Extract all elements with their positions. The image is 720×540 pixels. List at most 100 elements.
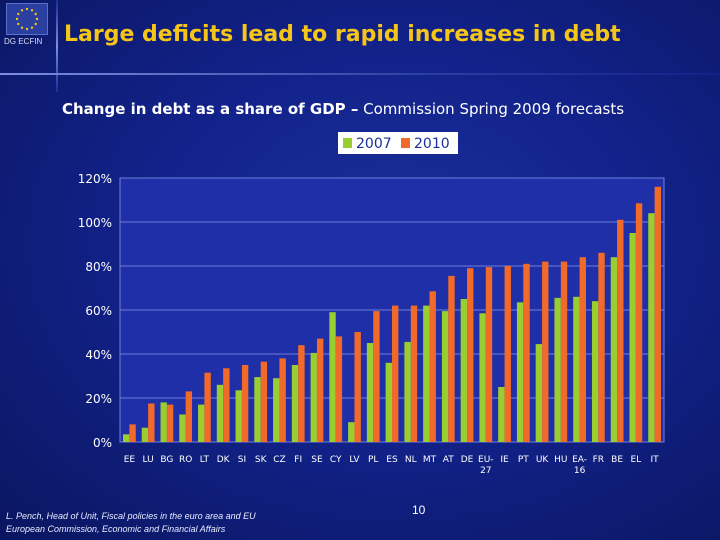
x-tick-label: DE: [461, 455, 474, 465]
bar-2010-LV: [354, 332, 361, 442]
x-tick-label: PT: [518, 455, 529, 465]
x-tick-label: AT: [443, 455, 454, 465]
y-tick-label: 100%: [78, 216, 112, 230]
y-tick-label: 80%: [85, 260, 112, 274]
bar-2007-SE: [310, 352, 317, 442]
bar-2010-CZ: [279, 358, 286, 442]
bar-2007-FI: [291, 365, 299, 442]
bar-2007-EL: [629, 233, 636, 442]
bar-2007-LV: [348, 422, 355, 442]
x-tick-label: SI: [238, 455, 246, 465]
bar-2010-NL: [410, 305, 418, 442]
bar-2010-UK: [542, 261, 549, 442]
bar-2010-EL: [635, 203, 643, 442]
bar-2010-EE: [129, 424, 136, 442]
bar-2007-IT: [648, 213, 655, 442]
x-tick-label: HU: [554, 455, 567, 465]
bar-2007-PT: [516, 302, 524, 442]
x-tick-label: MT: [423, 455, 437, 465]
bar-2010-DE: [467, 268, 474, 442]
bar-2007-CZ: [273, 378, 280, 442]
bar-2007-EA-16: [573, 296, 580, 442]
bar-2010-FI: [298, 345, 305, 442]
bar-2010-EA-16: [579, 257, 586, 442]
bar-2007-RO: [179, 414, 186, 442]
subtitle-bold: Change in debt as a share of GDP –: [62, 100, 359, 118]
org-label: DG ECFIN: [4, 37, 43, 46]
bar-2010-FR: [598, 252, 605, 442]
bar-2010-PT: [523, 263, 530, 442]
legend-swatch-2007: [343, 138, 352, 148]
bar-2007-MT: [423, 305, 430, 442]
footer-author-line2: European Commission, Economic and Financ…: [6, 524, 226, 534]
y-tick-label: 40%: [85, 348, 112, 362]
bar-2010-EU-27: [485, 267, 493, 442]
legend-label-2007: 2007: [356, 136, 392, 152]
debt-change-chart: 0% 20% 40% 60% 80% 100% 120% EE LU BG RO LT DK SI SK CZ…: [78, 132, 665, 476]
legend: 2007 2010: [338, 132, 458, 154]
bar-2007-ES: [385, 362, 392, 442]
x-tick-label: CZ: [273, 455, 285, 465]
y-tick-label: 20%: [85, 392, 112, 406]
bar-2010-AT: [448, 275, 455, 442]
x-tick-label: ES: [386, 455, 398, 465]
bar-2007-DK: [216, 384, 224, 442]
chart-subtitle: Change in debt as a share of GDP – Commi…: [62, 100, 624, 118]
x-tick-label: LT: [200, 455, 210, 465]
bar-2010-PL: [373, 311, 380, 442]
eu-stars-icon: [15, 7, 39, 31]
bar-2010-SK: [260, 361, 268, 442]
bar-2010-BE: [617, 219, 624, 442]
x-tick-label: LV: [349, 455, 360, 465]
x-tick-label: BG: [160, 455, 173, 465]
bar-2007-HU: [554, 297, 561, 442]
x-tick-label: BE: [611, 455, 623, 465]
bar-2007-DE: [460, 299, 468, 442]
x-tick-label: SE: [311, 455, 323, 465]
y-tick-label: 0%: [93, 436, 112, 450]
x-tick-label: UK: [536, 455, 550, 465]
bar-2007-AT: [441, 311, 449, 442]
bar-2010-CY: [335, 336, 343, 442]
legend-label-2010: 2010: [414, 136, 450, 152]
legend-box: [338, 132, 458, 154]
x-tick-label: PL: [368, 455, 378, 465]
bar-2010-IT: [654, 186, 661, 442]
x-tick-label: SK: [255, 455, 268, 465]
bar-2007-BG: [160, 402, 167, 442]
slide-title: Large deficits lead to rapid increases i…: [64, 22, 621, 47]
bar-2010-ES: [392, 305, 399, 442]
y-tick-label: 120%: [78, 172, 112, 186]
x-tick-label: EE: [124, 455, 136, 465]
page-number: 10: [412, 503, 426, 517]
bar-2010-LU: [148, 403, 155, 442]
x-tick-label: RO: [179, 455, 192, 465]
bar-2010-RO: [185, 391, 193, 442]
x-tick-label: NL: [405, 455, 417, 465]
bar-2007-BE: [610, 257, 618, 442]
bar-2010-BG: [166, 404, 174, 442]
bar-2007-IE: [498, 387, 505, 442]
bar-2007-CY: [329, 312, 336, 442]
x-tick-label: IT: [651, 455, 660, 465]
x-tick-label: LU: [143, 455, 154, 465]
x-tick-label: IE: [500, 455, 509, 465]
bar-2007-EE: [123, 434, 130, 442]
bar-2007-EU-27: [479, 313, 486, 442]
bar-2010-SE: [316, 338, 324, 442]
bar-2007-LU: [141, 427, 149, 442]
legend-swatch-2010: [401, 138, 410, 148]
header-vertical-divider: [56, 0, 58, 92]
bar-2007-SI: [235, 390, 242, 442]
bar-2007-NL: [404, 341, 411, 442]
bar-2007-FR: [591, 301, 599, 442]
bar-2007-LT: [198, 404, 205, 442]
bar-2010-SI: [241, 365, 249, 442]
header-horizontal-divider: [0, 73, 720, 75]
bar-2010-MT: [429, 291, 436, 442]
x-tick-label: DK: [217, 455, 231, 465]
x-tick-label: EU-27: [478, 455, 494, 476]
x-tick-label: CY: [330, 455, 342, 465]
footer-author: L. Pench, Head of Unit, Fiscal policies …: [6, 510, 256, 536]
bar-2010-LT: [204, 372, 211, 442]
